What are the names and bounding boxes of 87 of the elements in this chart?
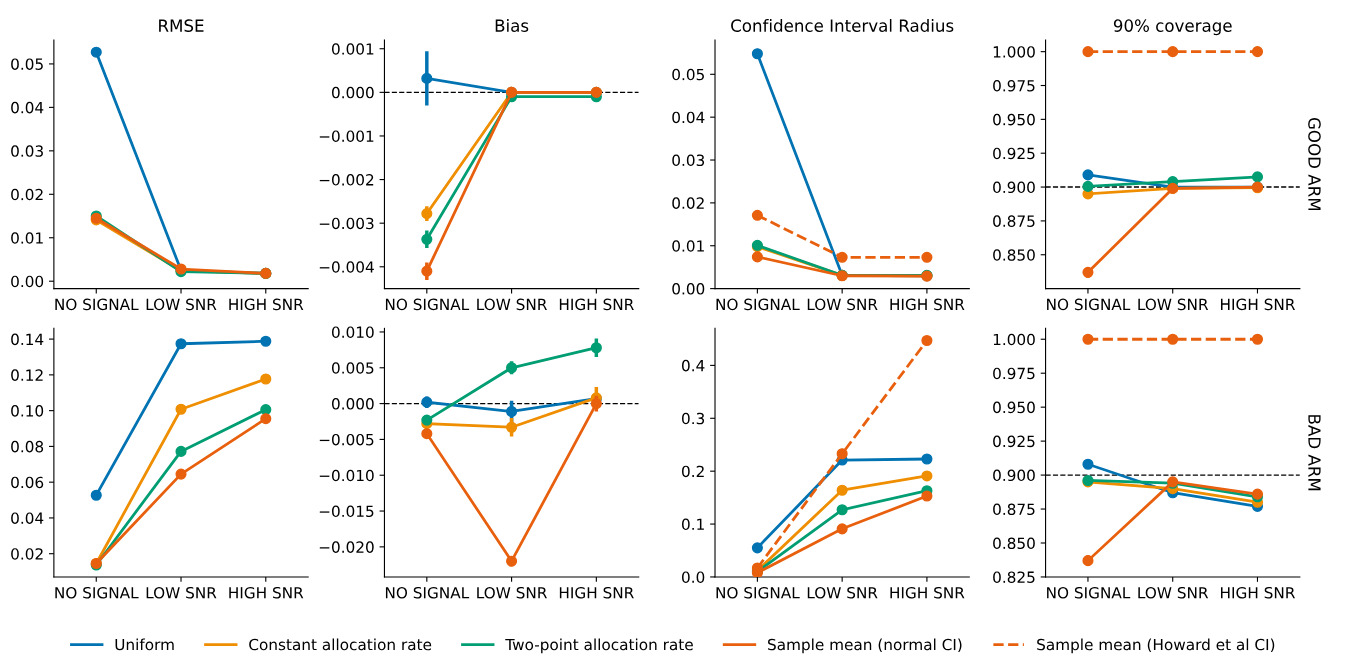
text: BAD ARM — [1308, 415, 1321, 491]
y-tick-label: 0.950 — [993, 401, 1035, 414]
x-tick-label: LOW SNR — [146, 586, 217, 599]
y-tick-label: 0.875 — [993, 215, 1035, 227]
x-tick-label: HIGH SNR — [890, 298, 965, 311]
y-tick-label: 0.01 — [672, 240, 704, 252]
y-tick-label: 0.0 — [682, 571, 705, 583]
y-tick-label: −0.020 — [319, 541, 374, 553]
legend-label: Constant allocation rate — [249, 638, 432, 651]
x-tick-label: LOW SNR — [477, 586, 547, 599]
x-tick-label: HIGH SNR — [559, 586, 634, 599]
y-tick-label: −0.002 — [319, 174, 374, 186]
y-tick-label: 0.12 — [11, 369, 43, 381]
y-tick-label: −0.015 — [319, 505, 374, 518]
y-tick-label: 0.900 — [993, 181, 1035, 194]
y-tick-label: 0.4 — [682, 359, 705, 372]
chart-title: RMSE — [159, 19, 204, 32]
x-tick-label: LOW SNR — [807, 586, 878, 599]
x-tick-label: NO SIGNAL — [55, 298, 139, 311]
x-tick-label: NO SIGNAL — [1047, 586, 1131, 599]
x-tick-label: NO SIGNAL — [385, 586, 470, 599]
y-tick-label: 1.000 — [993, 46, 1035, 58]
y-tick-label: 0.2 — [682, 465, 704, 478]
y-tick-label: 0.10 — [11, 405, 44, 417]
y-tick-label: 0.850 — [993, 249, 1035, 261]
y-tick-label: 0.875 — [993, 503, 1035, 516]
legend-label: Sample mean (normal CI) — [768, 638, 962, 654]
y-tick-label: 1.000 — [993, 333, 1035, 346]
x-tick-label: LOW SNR — [477, 298, 547, 311]
x-tick-label: LOW SNR — [1138, 298, 1209, 311]
y-tick-label: 0.03 — [672, 154, 705, 167]
x-tick-label: NO SIGNAL — [716, 586, 800, 599]
y-tick-label: 0.08 — [11, 440, 44, 453]
y-tick-label: 0.04 — [672, 111, 705, 124]
y-tick-label: 0.925 — [993, 435, 1035, 448]
y-tick-label: 0.00 — [672, 283, 705, 295]
y-tick-label: −0.010 — [319, 469, 374, 482]
x-tick-label: NO SIGNAL — [55, 586, 139, 599]
x-tick-label: LOW SNR — [146, 298, 217, 311]
y-tick-label: 0.00 — [11, 275, 44, 288]
x-tick-label: LOW SNR — [1138, 586, 1209, 599]
chart-title: Bias — [495, 19, 529, 32]
y-tick-label: 0.000 — [331, 398, 374, 410]
y-tick-label: 0.900 — [993, 469, 1035, 482]
x-tick-label: NO SIGNAL — [385, 298, 470, 311]
y-tick-label: 0.3 — [682, 412, 705, 425]
y-tick-label: 0.825 — [993, 571, 1035, 583]
y-tick-label: 0.05 — [672, 68, 704, 81]
y-tick-label: 0.850 — [993, 537, 1035, 550]
legend-label: Sample mean (Howard et al CI) — [1037, 638, 1275, 654]
x-tick-label: HIGH SNR — [1221, 586, 1295, 599]
y-tick-label: 0.1 — [682, 518, 704, 531]
y-tick-label: 0.925 — [993, 147, 1035, 160]
y-tick-label: 0.000 — [331, 86, 374, 99]
y-tick-label: 0.03 — [11, 145, 43, 157]
x-tick-label: HIGH SNR — [229, 586, 304, 599]
legend-label: Two-point allocation rate — [505, 638, 693, 654]
y-tick-label: 0.950 — [993, 113, 1035, 126]
y-tick-label: −0.001 — [319, 130, 374, 142]
x-tick-label: HIGH SNR — [1221, 298, 1295, 311]
y-tick-label: 0.02 — [672, 197, 704, 209]
x-tick-label: HIGH SNR — [559, 298, 634, 311]
text: GOOD ARM — [1308, 117, 1321, 211]
y-tick-label: 0.05 — [11, 58, 43, 70]
legend-label: Uniform — [115, 638, 174, 651]
y-tick-label: 0.975 — [993, 79, 1035, 92]
x-tick-label: NO SIGNAL — [716, 298, 800, 311]
y-tick-label: 0.14 — [11, 333, 44, 346]
y-tick-label: 0.975 — [993, 367, 1035, 380]
y-tick-label: 0.04 — [11, 101, 44, 114]
x-tick-label: HIGH SNR — [229, 298, 304, 311]
y-tick-label: 0.005 — [331, 362, 374, 374]
x-tick-label: HIGH SNR — [890, 586, 965, 599]
y-tick-label: 0.001 — [331, 43, 374, 55]
x-tick-label: LOW SNR — [807, 298, 878, 311]
chart-title: Confidence Interval Radius — [731, 19, 954, 32]
y-tick-label: −0.005 — [319, 433, 374, 446]
x-tick-label: NO SIGNAL — [1047, 298, 1131, 311]
y-tick-label: 0.01 — [11, 232, 43, 244]
y-tick-label: 0.010 — [331, 326, 374, 338]
y-tick-label: −0.003 — [319, 217, 374, 230]
y-tick-label: 0.02 — [11, 548, 43, 560]
chart-title: 90% coverage — [1113, 19, 1232, 36]
y-tick-label: 0.04 — [11, 512, 44, 524]
y-tick-label: −0.004 — [319, 261, 374, 273]
y-tick-label: 0.02 — [11, 188, 43, 201]
y-tick-label: 0.06 — [11, 476, 44, 489]
